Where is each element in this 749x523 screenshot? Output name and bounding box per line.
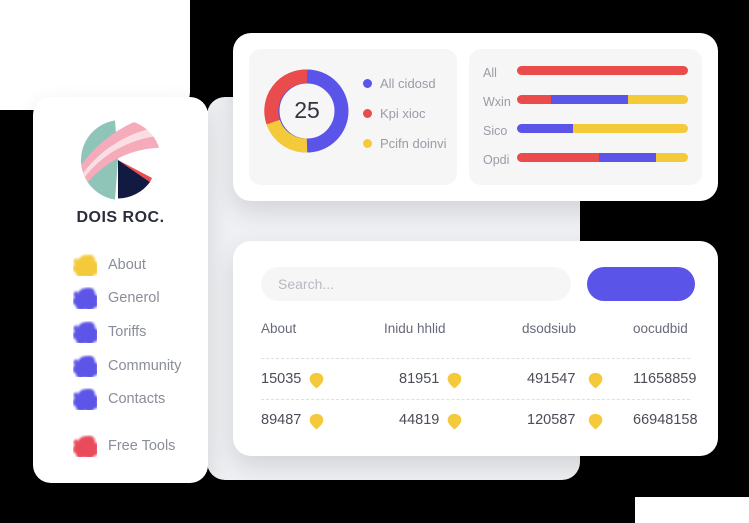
svg-text:25: 25 [294,97,320,123]
